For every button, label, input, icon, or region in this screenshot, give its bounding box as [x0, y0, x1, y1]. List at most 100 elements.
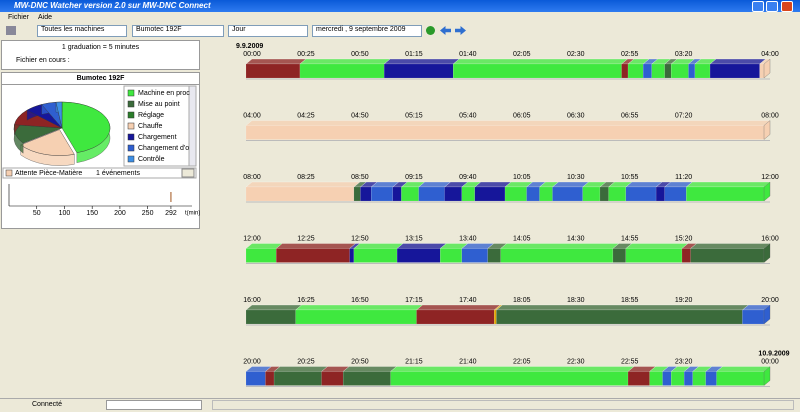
time-label: 00:25: [297, 51, 315, 58]
bar-end: [763, 304, 771, 325]
segment: [500, 248, 614, 263]
segment-top: [452, 58, 628, 65]
x-tick-label: 50: [33, 210, 41, 217]
time-label: 06:55: [621, 112, 639, 119]
segment-top: [245, 58, 307, 65]
bar-end: [763, 181, 771, 202]
date-picker[interactable]: mercredi , 9 septembre 2009: [312, 25, 422, 37]
segment: [353, 186, 361, 202]
segment: [599, 186, 609, 202]
legend-label: Chargement: [138, 134, 177, 141]
segment: [418, 186, 445, 202]
time-label: 08:25: [297, 174, 315, 181]
time-label: 12:50: [351, 235, 369, 242]
segment: [686, 186, 765, 202]
close-button[interactable]: [781, 1, 793, 12]
segment-top: [299, 58, 391, 65]
segment-top: [495, 304, 749, 311]
time-label: 20:25: [297, 358, 315, 365]
graduation: 1 graduation = 5 minutes: [61, 44, 140, 51]
time-label: 02:30: [567, 51, 585, 58]
segment: [453, 63, 622, 79]
time-label: 12:00: [761, 174, 779, 181]
time-label: 08:00: [761, 112, 779, 119]
segment-top: [275, 243, 357, 249]
segment: [694, 63, 711, 79]
time-label: 11:20: [675, 174, 692, 181]
segment: [474, 186, 506, 202]
time-label: 18:30: [567, 297, 585, 304]
segment: [681, 248, 691, 263]
time-label: 12:00: [243, 235, 261, 242]
segment: [627, 63, 644, 79]
segment: [353, 248, 398, 263]
period-combo[interactable]: Jour: [228, 25, 308, 37]
combo-text: Toutes les machines: [41, 26, 105, 33]
segment: [651, 63, 665, 79]
segment-top: [709, 58, 767, 65]
previous-button[interactable]: [440, 26, 451, 35]
segment: [671, 371, 685, 386]
segment: [461, 248, 488, 263]
status-bar: Connecté: [0, 398, 800, 412]
time-label: 20:00: [243, 358, 261, 365]
legend-label: Mise au point: [138, 101, 180, 108]
time-label: 17:15: [405, 297, 423, 304]
pie-slice: [55, 101, 63, 129]
pie-slice: [61, 101, 111, 153]
time-label: 17:40: [459, 297, 477, 304]
segment: [539, 186, 553, 202]
time-label: 14:55: [621, 235, 639, 242]
machine-combo[interactable]: Bumotec 192F: [132, 25, 224, 37]
minimize-button[interactable]: [752, 1, 764, 12]
machines-combo[interactable]: Toutes les machines: [37, 25, 127, 37]
combo-text: Jour: [232, 26, 246, 33]
time-label: 01:40: [459, 51, 477, 58]
legend-swatch: [127, 89, 135, 97]
segment: [295, 309, 417, 325]
segment-top: [390, 366, 635, 372]
maximize-button[interactable]: [766, 1, 778, 12]
time-label: 16:00: [243, 297, 261, 304]
title-bar: MW-DNC Watcher version 2.0 sur MW-DNC Co…: [0, 0, 800, 12]
window-title: MW-DNC Watcher version 2.0 sur MW-DNC Co…: [14, 1, 211, 10]
segment: [552, 186, 583, 202]
legend-label: Réglage: [138, 112, 164, 119]
segment: [276, 248, 350, 263]
segment: [299, 63, 385, 79]
segment: [245, 125, 765, 140]
segment-top: [396, 243, 447, 249]
time-label: 04:00: [243, 112, 261, 119]
file-label: Fichier en cours :: [16, 57, 70, 64]
segment: [662, 371, 672, 386]
segment: [245, 371, 266, 386]
segment: [245, 186, 355, 202]
segment: [265, 371, 275, 386]
legend-swatch: [127, 111, 135, 119]
refresh-button[interactable]: [426, 26, 435, 35]
segment: [342, 371, 391, 386]
x-tick-label: 200: [114, 210, 126, 217]
time-label: 08:00: [243, 174, 261, 181]
time-label: 09:15: [405, 174, 423, 181]
bar-end: [763, 58, 771, 79]
segment: [273, 371, 322, 386]
toolbar: Toutes les machines Bumotec 192F Jour me…: [0, 24, 800, 38]
time-label: 04:50: [351, 112, 369, 119]
menu-item[interactable]: Fichier: [8, 14, 30, 21]
segment: [621, 63, 629, 79]
segment: [642, 63, 652, 79]
segment-top: [245, 120, 771, 126]
legend-swatch: [127, 122, 135, 130]
search-icon[interactable]: [6, 26, 16, 35]
segment: [360, 186, 372, 202]
segment: [705, 371, 717, 386]
segment: [690, 248, 765, 263]
menu-item[interactable]: Aide: [38, 14, 53, 21]
segment-top: [383, 58, 460, 65]
segment-top: [295, 304, 423, 311]
bar-end: [763, 366, 771, 386]
next-button[interactable]: [455, 26, 466, 35]
segment: [625, 248, 683, 263]
event-count: 1 événements: [96, 170, 140, 177]
